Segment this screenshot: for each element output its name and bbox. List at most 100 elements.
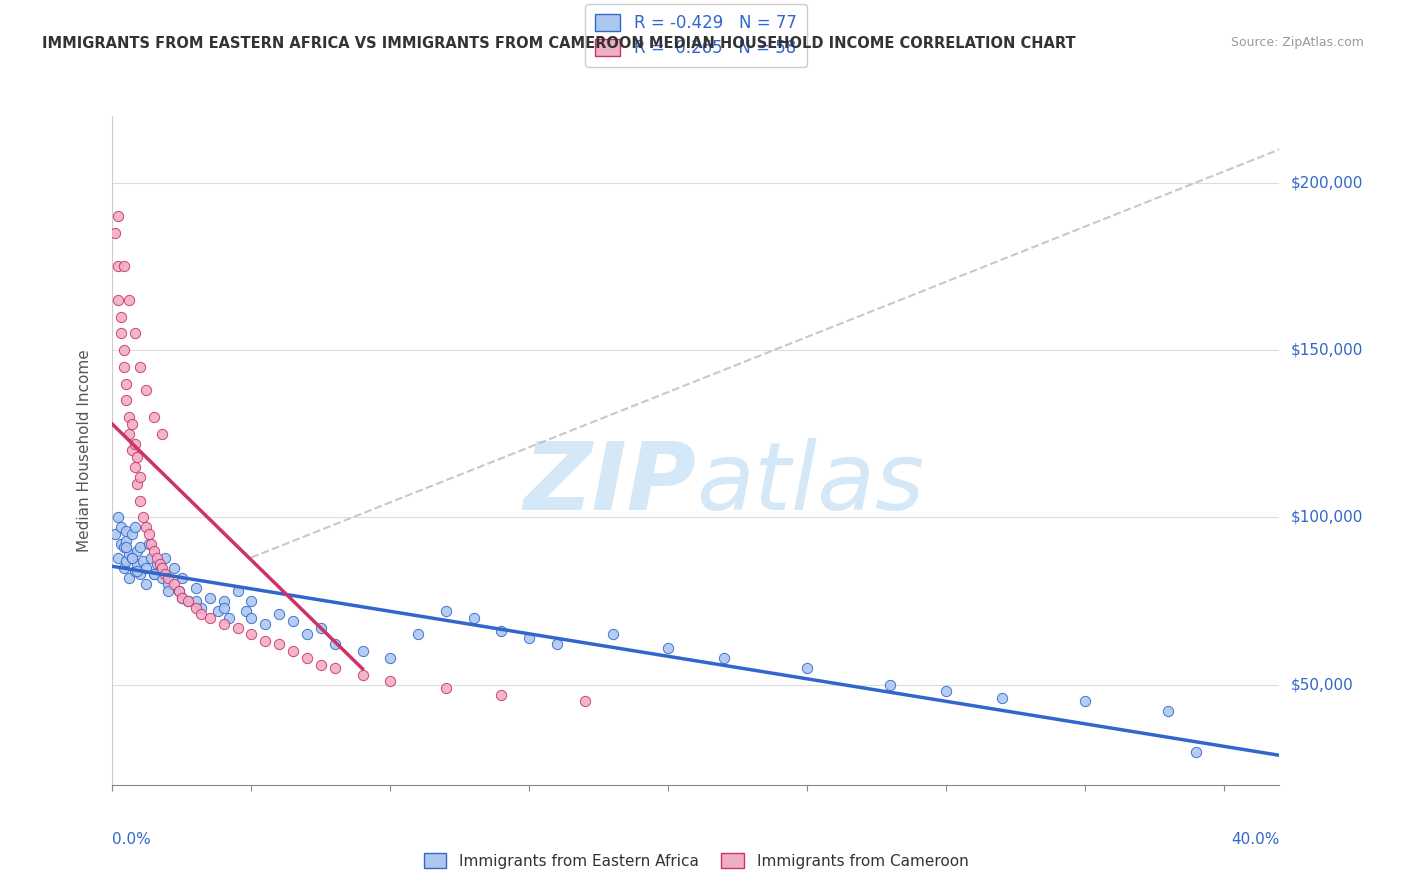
Text: atlas: atlas [696, 438, 924, 530]
Point [112, 343, 135, 357]
Point [107, 260, 129, 274]
Text: $200,000: $200,000 [1291, 176, 1362, 190]
Point [184, 581, 207, 595]
Point [127, 476, 149, 491]
Point [110, 326, 132, 341]
Point [129, 541, 152, 555]
Point [143, 567, 166, 582]
Point [138, 537, 160, 551]
Point [207, 604, 229, 618]
Point [149, 564, 172, 578]
Point [602, 627, 624, 641]
Point [990, 690, 1012, 705]
Point [104, 527, 127, 541]
Point [124, 564, 146, 578]
Point [546, 637, 568, 651]
Point [127, 557, 149, 572]
Point [240, 594, 263, 608]
Point [124, 326, 146, 341]
Point [107, 510, 129, 524]
Point [1185, 744, 1208, 758]
Point [107, 550, 129, 565]
Point [127, 450, 149, 464]
Point [491, 688, 513, 702]
Point [309, 657, 332, 672]
Point [146, 557, 169, 572]
Text: ZIP: ZIP [523, 438, 696, 530]
Point [121, 417, 143, 431]
Point [157, 571, 180, 585]
Point [141, 550, 163, 565]
Point [240, 610, 263, 624]
Point [118, 293, 141, 307]
Point [121, 527, 143, 541]
Point [149, 557, 172, 572]
Point [176, 594, 198, 608]
Point [143, 410, 166, 425]
Point [352, 644, 374, 658]
Point [281, 644, 304, 658]
Point [127, 564, 149, 578]
Point [155, 550, 177, 565]
Point [167, 583, 190, 598]
Text: 40.0%: 40.0% [1232, 831, 1279, 847]
Point [162, 560, 184, 574]
Point [713, 651, 735, 665]
Point [935, 684, 957, 698]
Point [434, 681, 457, 695]
Point [167, 583, 190, 598]
Point [295, 651, 318, 665]
Point [115, 393, 138, 408]
Point [129, 359, 152, 374]
Point [170, 591, 193, 605]
Point [115, 554, 138, 568]
Point [135, 384, 157, 398]
Point [380, 651, 402, 665]
Point [112, 359, 135, 374]
Point [184, 600, 207, 615]
Point [254, 634, 277, 648]
Point [112, 541, 135, 555]
Point [146, 550, 169, 565]
Point [281, 614, 304, 628]
Y-axis label: Median Household Income: Median Household Income [77, 349, 91, 552]
Point [190, 607, 212, 622]
Point [132, 554, 155, 568]
Point [107, 293, 129, 307]
Point [491, 624, 513, 639]
Point [135, 520, 157, 534]
Point [176, 594, 198, 608]
Point [323, 637, 346, 651]
Point [115, 524, 138, 538]
Point [152, 571, 174, 585]
Point [170, 591, 193, 605]
Point [226, 583, 249, 598]
Point [124, 520, 146, 534]
Point [157, 577, 180, 591]
Point [115, 541, 138, 555]
Point [135, 560, 157, 574]
Point [115, 376, 138, 391]
Point [129, 567, 152, 582]
Point [118, 410, 141, 425]
Point [170, 571, 193, 585]
Point [190, 600, 212, 615]
Point [240, 627, 263, 641]
Point [198, 591, 221, 605]
Point [127, 543, 149, 558]
Point [212, 594, 235, 608]
Point [218, 610, 240, 624]
Point [132, 510, 155, 524]
Point [155, 567, 177, 582]
Point [517, 631, 540, 645]
Point [254, 617, 277, 632]
Point [295, 627, 318, 641]
Point [110, 537, 132, 551]
Point [121, 550, 143, 565]
Point [138, 527, 160, 541]
Point [323, 661, 346, 675]
Text: 0.0%: 0.0% [112, 831, 152, 847]
Point [124, 460, 146, 475]
Point [143, 543, 166, 558]
Point [129, 493, 152, 508]
